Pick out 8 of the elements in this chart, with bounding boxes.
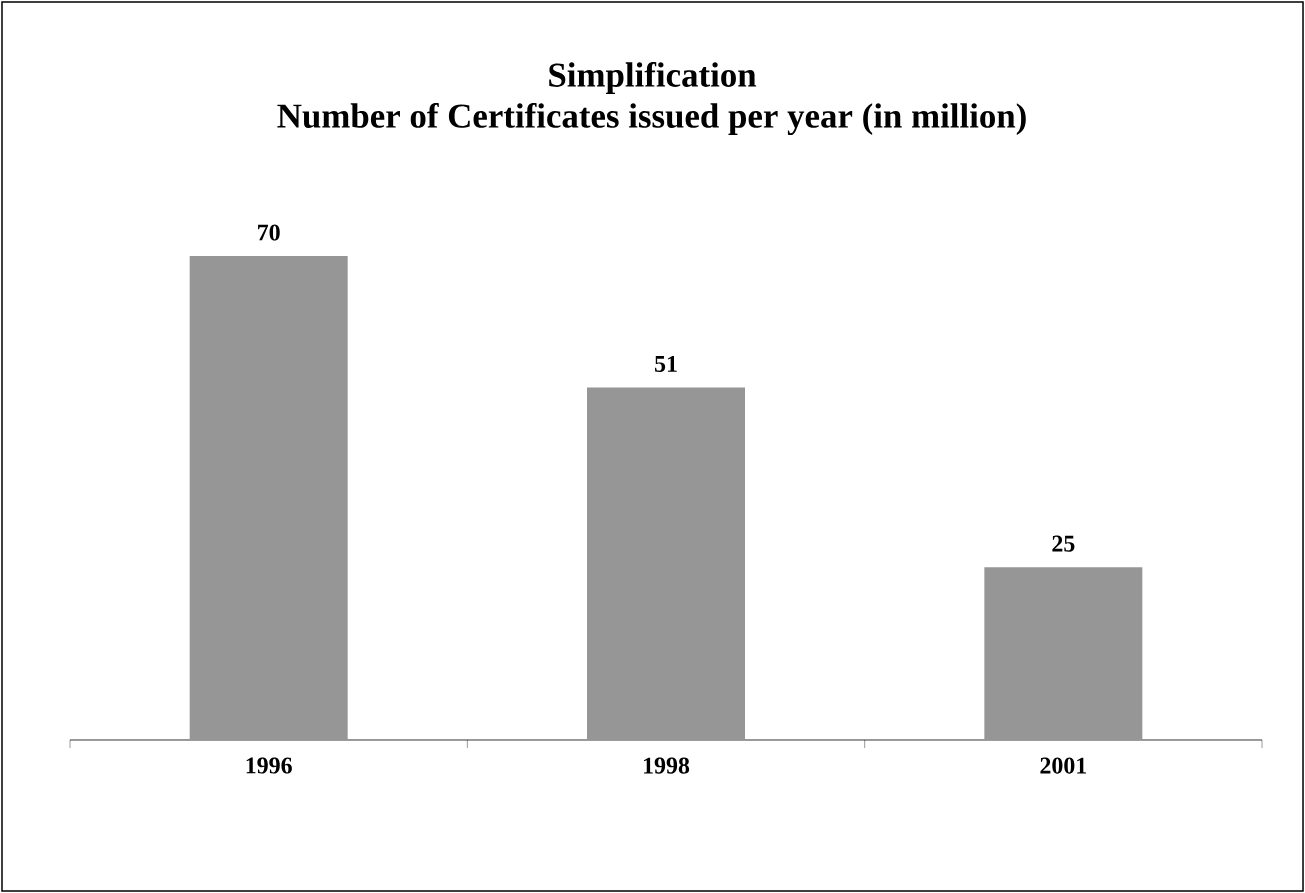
data-label: 51 (655, 355, 677, 372)
x-tick-label: 2001 (1040, 757, 1087, 774)
data-label: 70 (258, 224, 280, 241)
chart-title: Simplification (549, 61, 757, 94)
data-label: 25 (1052, 535, 1075, 552)
x-tick-label: 1998 (644, 757, 690, 774)
chart-subtitle: Number of Certificates issued per year (in million) (277, 102, 1026, 136)
x-tick-label: 1996 (246, 757, 292, 774)
